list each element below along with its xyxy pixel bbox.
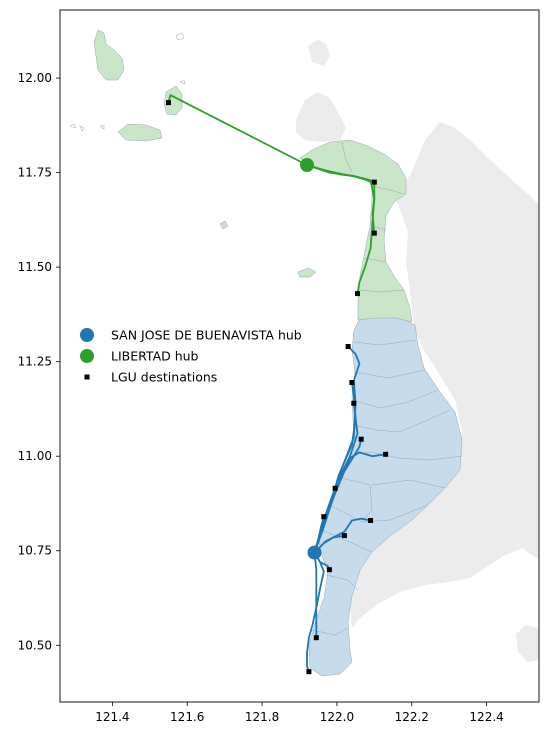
north-boundary-line [341, 141, 353, 173]
south-route-line [306, 552, 325, 672]
y-tick-label: 10.75 [18, 544, 52, 558]
south-boundary-line [354, 369, 426, 379]
legend-label: LIBERTAD hub [111, 349, 199, 364]
x-tick-label: 122.4 [469, 710, 503, 724]
south-boundary-line [311, 627, 349, 636]
y-tick-label: 10.50 [18, 638, 52, 652]
small-islets [69, 32, 186, 132]
lgu-destination-marker [341, 533, 347, 539]
islet [79, 125, 85, 132]
north-boundary-line [371, 185, 405, 195]
islet-green-1 [297, 267, 317, 278]
legend-label: SAN JOSE DE BUENAVISTA hub [111, 328, 302, 343]
lgu-destination-marker [383, 451, 389, 457]
lgu-destination-marker [355, 291, 360, 297]
x-tick-label: 121.4 [95, 710, 129, 724]
south-boundary-line [329, 504, 429, 523]
hub-marker [300, 158, 314, 172]
background-land [296, 40, 539, 662]
islet [69, 123, 77, 129]
caluya-island [117, 123, 163, 142]
south-boundary-line [352, 409, 451, 433]
north-boundary-line [359, 289, 405, 293]
legend-marker [80, 328, 94, 342]
lgu-destination-marker [321, 514, 327, 520]
lgu-destination-marker [371, 230, 377, 236]
x-tick-label: 122.0 [320, 710, 354, 724]
south-boundaries [311, 339, 463, 636]
north-region-outline [299, 139, 413, 323]
legend-marker [84, 374, 90, 380]
y-tick-label: 11.75 [18, 166, 52, 180]
semirara-island [163, 85, 183, 116]
south-route-line [313, 517, 371, 554]
islet-east-1 [462, 186, 478, 200]
y-tick-label: 12.00 [18, 71, 52, 85]
lgu-destination-marker [349, 380, 355, 385]
map-layers [69, 29, 539, 677]
legend-label: LGU destinations [111, 370, 217, 385]
islet [179, 79, 186, 85]
south-boundary-line [353, 339, 417, 346]
hub-marker [307, 545, 322, 560]
north-region [93, 29, 413, 323]
south-boundary-line [371, 479, 446, 489]
northeast-land [410, 122, 539, 240]
x-tick-label: 121.6 [170, 710, 204, 724]
legend: SAN JOSE DE BUENAVISTA hub LIBERTAD hub LG… [80, 328, 302, 385]
axes-frame [59, 9, 540, 703]
routes-layer [167, 94, 386, 672]
islet [99, 124, 105, 130]
lgu-destination-marker [351, 400, 357, 406]
destinations-layer [166, 100, 389, 675]
lgu-destination-marker [306, 669, 312, 675]
x-tick-label: 121.8 [245, 710, 279, 724]
south-boundary-line [351, 389, 439, 409]
x-tick-label: 122.2 [395, 710, 429, 724]
y-tick-label: 11.25 [18, 355, 52, 369]
sibay-island [93, 29, 125, 81]
lgu-destination-marker [345, 344, 351, 349]
legend-marker [80, 349, 94, 363]
south-route-line [313, 552, 318, 638]
y-tick-label: 11.50 [18, 260, 52, 274]
south-boundary-line [341, 477, 373, 523]
lgu-destination-marker [166, 100, 171, 106]
lgu-destination-marker [371, 179, 377, 185]
lgu-destination-marker [313, 635, 319, 641]
lgu-destination-marker [358, 436, 364, 442]
islet [175, 32, 185, 41]
ticks-layer: 121.4 121.6 121.8 122.0 122.2 122.4 10.50 10.75… [18, 71, 504, 724]
hubs-layer [300, 158, 322, 560]
north-route-line [306, 164, 376, 294]
small-island-top [308, 40, 330, 66]
south-boundary-line [321, 529, 373, 553]
islet-green-2 [219, 220, 229, 230]
panay-mainland-east [350, 168, 539, 628]
guimaras-island [516, 625, 539, 662]
islet-east-2 [470, 208, 484, 222]
lgu-destination-marker [326, 567, 332, 573]
north-cape [296, 92, 346, 142]
lgu-destination-marker [332, 485, 338, 491]
lgu-destination-marker [368, 518, 374, 523]
y-tick-label: 11.00 [18, 449, 52, 463]
south-boundary-line [325, 574, 359, 591]
